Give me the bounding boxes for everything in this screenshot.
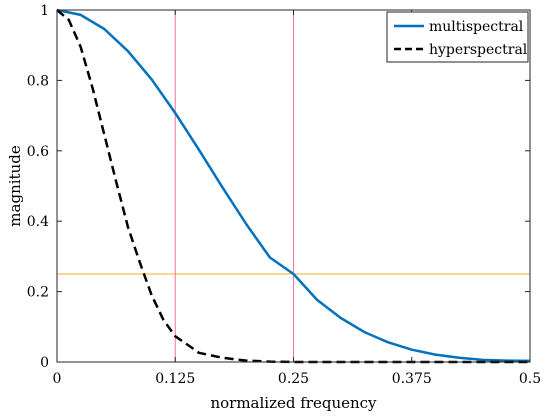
y-tick-labels: 0 0.2 0.4 0.6 0.8 1 (27, 3, 49, 371)
legend-label-hyperspectral: hyperspectral (429, 42, 528, 58)
legend: multispectral hyperspectral (386, 11, 529, 63)
y-tick-label-0: 0 (40, 355, 49, 371)
x-axis-label: normalized frequency (210, 394, 377, 412)
y-tick-label-1: 0.2 (27, 285, 49, 301)
legend-box (386, 11, 529, 63)
y-tick-label-5: 1 (40, 3, 49, 19)
y-tick-label-2: 0.4 (27, 214, 49, 230)
x-tick-label-3: 0.375 (392, 371, 432, 387)
x-tick-label-0: 0 (53, 371, 62, 387)
x-tick-label-1: 0.125 (155, 371, 195, 387)
y-axis-label: magnitude (6, 145, 24, 227)
y-tick-label-3: 0.6 (27, 144, 49, 160)
legend-label-multispectral: multispectral (429, 19, 524, 35)
x-tick-label-4: 0.5 (519, 371, 541, 387)
axis-ticks (56, 9, 531, 363)
x-tick-labels: 0 0.125 0.25 0.375 0.5 (53, 371, 542, 387)
series-line-multispectral (56, 8, 531, 363)
x-tick-label-2: 0.25 (278, 371, 309, 387)
y-tick-label-4: 0.8 (27, 73, 49, 89)
